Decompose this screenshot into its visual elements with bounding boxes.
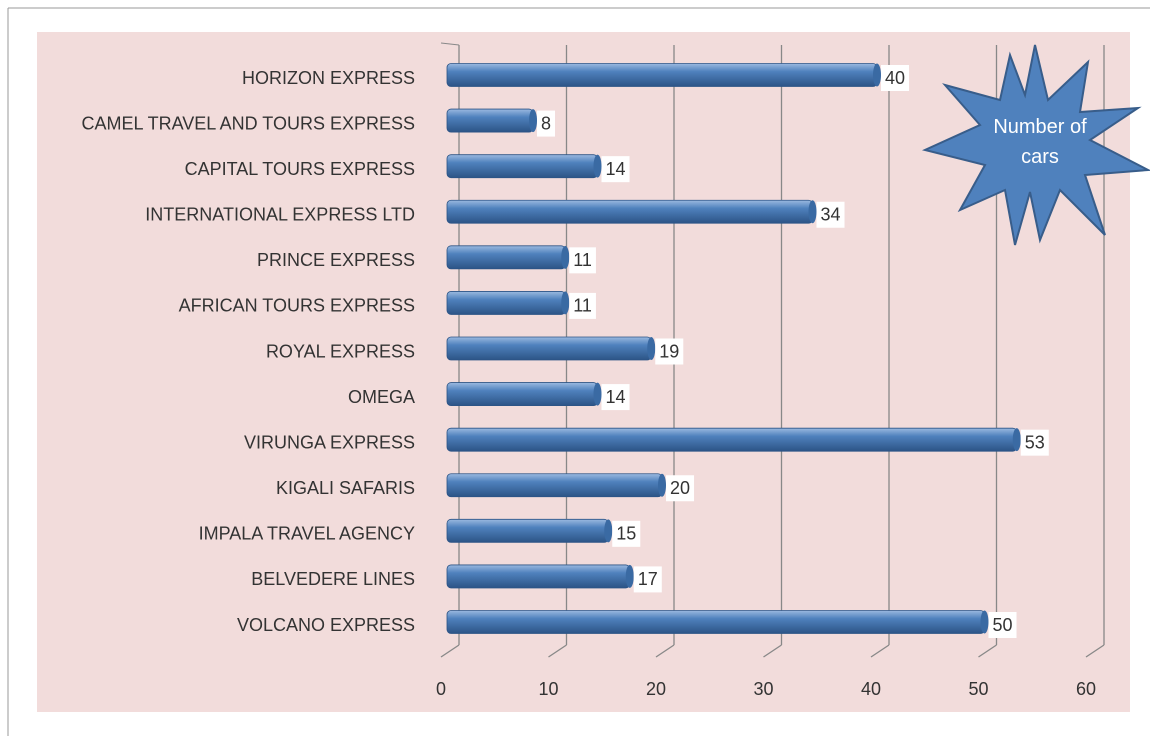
x-tick-label: 0 [436,679,446,699]
x-tick-label: 50 [968,679,988,699]
value-label-box [601,156,630,183]
x-tick-label: 40 [861,679,881,699]
value-label-box [537,110,556,137]
value-label-box [988,612,1017,638]
bar-cap [561,245,570,269]
y-tick-label: CAPITAL TOURS EXPRESS [185,159,415,179]
y-tick-label: OMEGA [348,387,415,407]
bar-cap [593,382,602,406]
grid-floor [978,644,997,658]
bar [446,336,652,361]
bar-cap [647,337,656,360]
value-label-box [601,384,630,411]
y-tick-label: BELVEDERE LINES [251,569,415,589]
y-tick-label: ROYAL EXPRESS [266,341,415,361]
y-tick-label: VOLCANO EXPRESS [237,615,415,635]
bar [446,610,985,634]
bar [446,291,566,315]
bar-cap [604,519,613,543]
grid-floor [655,644,675,658]
y-tick-label: VIRUNGA EXPRESS [244,432,415,452]
x-tick-label: 20 [646,679,666,699]
x-tick-label: 10 [538,679,558,699]
grid-floor [548,644,567,658]
bar-cap [593,154,602,178]
bar [446,154,598,179]
grid-floor [440,644,460,658]
value-label: 14 [606,159,626,179]
bar-cap [1012,428,1021,452]
value-label: 40 [885,68,905,88]
x-tick-label: 30 [753,679,773,699]
value-label: 34 [821,205,841,225]
x-tick-label: 60 [1076,679,1096,699]
bar-cap [625,564,634,588]
bar [446,245,566,270]
y-tick-label: HORIZON EXPRESS [242,68,415,88]
value-label-box [569,292,596,319]
bar [446,427,1018,452]
value-label: 11 [573,250,592,270]
bar-cap [529,109,537,133]
value-label: 8 [541,113,551,133]
bar [446,518,609,543]
bar-cap [561,291,570,315]
value-label: 14 [606,387,626,407]
value-label-box [666,475,695,502]
y-tick-label: KIGALI SAFARIS [276,478,415,498]
bar-cap [980,610,989,634]
bar-cap [873,63,881,87]
value-label-box [881,65,910,91]
value-label: 20 [670,478,690,498]
bar-cap [658,473,666,497]
bar [446,473,663,498]
value-label-box [633,566,662,593]
bar [446,564,631,589]
value-label: 19 [659,341,679,361]
value-label-box [1020,429,1049,456]
value-label: 17 [638,569,658,589]
grid-floor [870,644,890,658]
y-tick-label: AFRICAN TOURS EXPRESS [179,296,415,316]
value-label: 11 [573,296,592,316]
bar-cap [808,200,817,224]
value-label-box [655,338,684,365]
y-tick-label: INTERNATIONAL EXPRESS LTD [145,205,415,225]
value-label-box [612,520,641,547]
y-tick-label: IMPALA TRAVEL AGENCY [199,524,415,544]
annotation: Number of cars [993,116,1087,168]
bar [446,108,534,133]
bar [446,199,813,224]
bar [446,63,878,87]
y-tick-label: PRINCE EXPRESS [257,250,415,270]
value-label: 53 [1025,432,1045,452]
value-label-box [816,201,845,228]
star-annotation-shape [921,44,1150,246]
bar [446,382,598,406]
value-label: 15 [616,524,636,544]
y-tick-label: CAMEL TRAVEL AND TOURS EXPRESS [82,113,415,133]
value-label: 50 [993,615,1013,635]
axis-line [440,42,460,46]
grid-floor [763,644,782,658]
grid-floor [1085,644,1105,658]
value-label-box [569,247,596,274]
